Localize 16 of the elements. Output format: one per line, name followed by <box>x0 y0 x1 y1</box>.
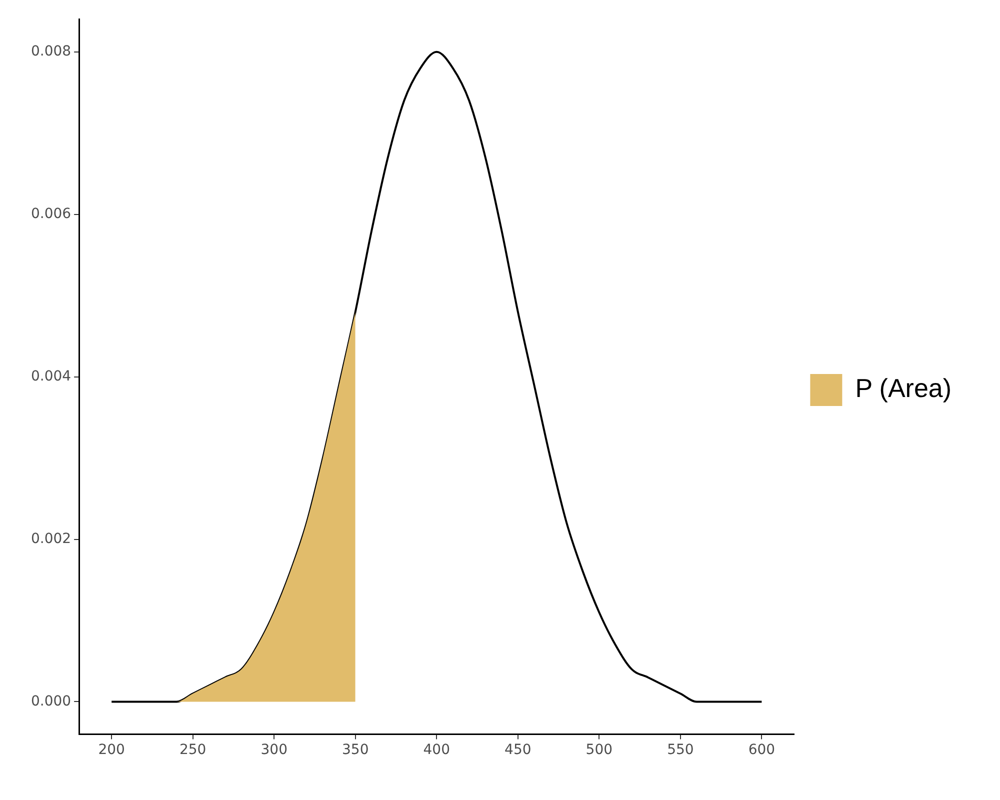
y-tick-label: 0.002 <box>30 530 72 547</box>
x-tick-label: 500 <box>586 742 613 758</box>
x-tick-label: 300 <box>260 742 288 758</box>
x-tick-label: 550 <box>667 742 694 758</box>
x-tick-label: 250 <box>179 742 206 758</box>
x-tick-label: 600 <box>748 742 776 758</box>
legend-label: P (Area) <box>855 373 952 404</box>
y-tick-label: 0.006 <box>30 206 72 222</box>
x-tick-label: 200 <box>98 742 125 758</box>
x-tick-label: 350 <box>342 742 369 758</box>
y-tick-label: 0.004 <box>30 368 72 384</box>
y-tick-label: 0.008 <box>30 44 72 60</box>
x-tick-label: 450 <box>504 742 532 758</box>
y-tick-label: 0.000 <box>30 693 72 710</box>
line-series <box>110 50 763 703</box>
x-tick-label: 400 <box>423 742 450 758</box>
